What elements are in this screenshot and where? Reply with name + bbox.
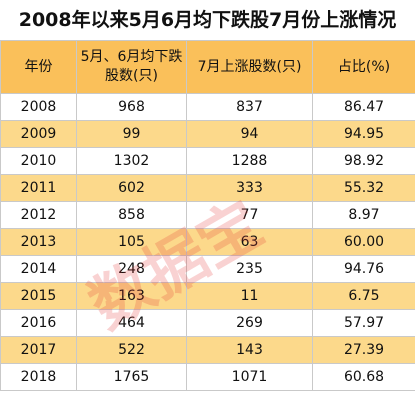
cell-year: 2011 bbox=[0, 174, 77, 202]
table-row: 2013 105 63 60.00 bbox=[0, 228, 415, 256]
cell-year: 2013 bbox=[0, 228, 77, 256]
header-ratio: 占比(%) bbox=[312, 40, 415, 94]
table-row: 2016 464 269 57.97 bbox=[0, 309, 415, 337]
header-year: 年份 bbox=[0, 40, 77, 94]
cell-ratio: 94.95 bbox=[312, 120, 415, 148]
cell-decline-count: 464 bbox=[76, 309, 187, 337]
cell-rise-count: 333 bbox=[186, 174, 313, 202]
cell-year: 2017 bbox=[0, 336, 77, 364]
cell-ratio: 8.97 bbox=[312, 201, 415, 229]
table-row: 2009 99 94 94.95 bbox=[0, 120, 415, 148]
cell-ratio: 60.00 bbox=[312, 228, 415, 256]
cell-decline-count: 1765 bbox=[76, 363, 187, 391]
cell-rise-count: 63 bbox=[186, 228, 313, 256]
cell-rise-count: 1288 bbox=[186, 147, 313, 175]
cell-year: 2012 bbox=[0, 201, 77, 229]
cell-year: 2009 bbox=[0, 120, 77, 148]
cell-decline-count: 105 bbox=[76, 228, 187, 256]
table-row: 2018 1765 1071 60.68 bbox=[0, 363, 415, 391]
cell-rise-count: 235 bbox=[186, 255, 313, 283]
cell-year: 2015 bbox=[0, 282, 77, 310]
table-row: 2017 522 143 27.39 bbox=[0, 336, 415, 364]
cell-ratio: 57.97 bbox=[312, 309, 415, 337]
cell-decline-count: 99 bbox=[76, 120, 187, 148]
table-row: 2015 163 11 6.75 bbox=[0, 282, 415, 310]
cell-rise-count: 11 bbox=[186, 282, 313, 310]
cell-ratio: 27.39 bbox=[312, 336, 415, 364]
cell-decline-count: 968 bbox=[76, 93, 187, 121]
cell-decline-count: 602 bbox=[76, 174, 187, 202]
cell-ratio: 86.47 bbox=[312, 93, 415, 121]
table-row: 2010 1302 1288 98.92 bbox=[0, 147, 415, 175]
cell-ratio: 60.68 bbox=[312, 363, 415, 391]
cell-rise-count: 94 bbox=[186, 120, 313, 148]
cell-year: 2018 bbox=[0, 363, 77, 391]
cell-ratio: 94.76 bbox=[312, 255, 415, 283]
cell-rise-count: 77 bbox=[186, 201, 313, 229]
table-row: 2011 602 333 55.32 bbox=[0, 174, 415, 202]
cell-ratio: 98.92 bbox=[312, 147, 415, 175]
cell-ratio: 6.75 bbox=[312, 282, 415, 310]
cell-year: 2010 bbox=[0, 147, 77, 175]
cell-year: 2014 bbox=[0, 255, 77, 283]
table-title: 2008年以来5月6月均下跌股7月份上涨情况 bbox=[18, 9, 397, 31]
header-row: 年份 5月、6月均下跌股数(只) 7月上涨股数(只) 占比(%) bbox=[0, 40, 415, 94]
table-row: 2008 968 837 86.47 bbox=[0, 93, 415, 121]
cell-rise-count: 143 bbox=[186, 336, 313, 364]
cell-ratio: 55.32 bbox=[312, 174, 415, 202]
header-decline-count: 5月、6月均下跌股数(只) bbox=[76, 40, 187, 94]
cell-decline-count: 858 bbox=[76, 201, 187, 229]
header-rise-count: 7月上涨股数(只) bbox=[186, 40, 313, 94]
table-row: 2014 248 235 94.76 bbox=[0, 255, 415, 283]
cell-decline-count: 1302 bbox=[76, 147, 187, 175]
cell-rise-count: 1071 bbox=[186, 363, 313, 391]
cell-year: 2016 bbox=[0, 309, 77, 337]
table-row: 2012 858 77 8.97 bbox=[0, 201, 415, 229]
cell-decline-count: 163 bbox=[76, 282, 187, 310]
cell-rise-count: 269 bbox=[186, 309, 313, 337]
cell-year: 2008 bbox=[0, 93, 77, 121]
cell-decline-count: 522 bbox=[76, 336, 187, 364]
cell-decline-count: 248 bbox=[76, 255, 187, 283]
table-body: 2008 968 837 86.47 2009 99 94 94.95 2010 1302 1288… bbox=[0, 93, 415, 391]
data-table: 年份 5月、6月均下跌股数(只) 7月上涨股数(只) 占比(%) 2008 968… bbox=[0, 40, 415, 391]
cell-rise-count: 837 bbox=[186, 93, 313, 121]
